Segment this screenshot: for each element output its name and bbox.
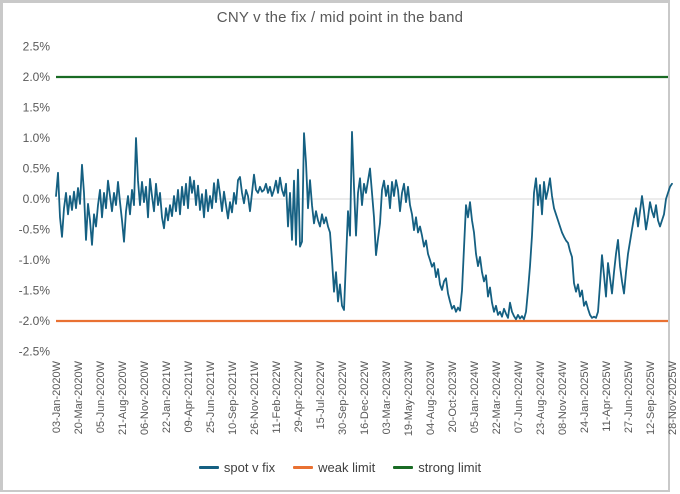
svg-text:11-Apr-2025W: 11-Apr-2025W: [601, 360, 613, 431]
svg-text:03-Jan-2020W: 03-Jan-2020W: [51, 360, 63, 433]
svg-text:-1.5%: -1.5%: [19, 284, 51, 298]
svg-text:19-May-2023W: 19-May-2023W: [403, 360, 415, 436]
svg-text:23-Aug-2024W: 23-Aug-2024W: [535, 360, 547, 435]
svg-text:05-Jan-2024W: 05-Jan-2024W: [469, 360, 481, 433]
legend-label: spot v fix: [223, 460, 276, 475]
svg-text:22-Jan-2021W: 22-Jan-2021W: [161, 360, 173, 433]
svg-text:20-Mar-2020W: 20-Mar-2020W: [73, 360, 85, 434]
svg-text:03-Mar-2023W: 03-Mar-2023W: [381, 360, 393, 434]
svg-text:-0.5%: -0.5%: [19, 223, 51, 237]
legend-label: strong limit: [418, 460, 482, 475]
svg-text:26-Nov-2021W: 26-Nov-2021W: [249, 360, 261, 435]
line-swatch-icon: [293, 466, 314, 469]
svg-text:27-Jun-2025W: 27-Jun-2025W: [623, 360, 635, 433]
line-swatch-icon: [198, 466, 219, 469]
svg-text:21-Aug-2020W: 21-Aug-2020W: [117, 360, 129, 435]
svg-text:-2.5%: -2.5%: [19, 345, 51, 359]
svg-text:1.5%: 1.5%: [23, 101, 51, 115]
legend-item-spot-v-fix: spot v fix: [198, 460, 276, 475]
svg-text:05-Jun-2020W: 05-Jun-2020W: [95, 360, 107, 433]
svg-text:07-Jun-2024W: 07-Jun-2024W: [513, 360, 525, 433]
chart-legend: spot v fix weak limit strong limit: [0, 460, 680, 475]
svg-text:15-Jul-2022W: 15-Jul-2022W: [315, 360, 327, 429]
svg-text:16-Dec-2022W: 16-Dec-2022W: [359, 360, 371, 435]
svg-text:12-Sep-2025W: 12-Sep-2025W: [645, 360, 657, 435]
svg-text:04-Aug-2023W: 04-Aug-2023W: [425, 360, 437, 435]
chart-title: CNY v the fix / mid point in the band: [216, 9, 464, 26]
svg-text:08-Nov-2024W: 08-Nov-2024W: [557, 360, 569, 435]
svg-text:-1.0%: -1.0%: [19, 253, 51, 267]
svg-text:20-Oct-2023W: 20-Oct-2023W: [447, 360, 459, 432]
svg-text:1.0%: 1.0%: [23, 131, 51, 145]
legend-item-strong-limit: strong limit: [393, 460, 481, 475]
svg-text:-2.0%: -2.0%: [19, 314, 51, 328]
svg-text:28-Nov-2025W: 28-Nov-2025W: [667, 360, 679, 435]
svg-text:10-Sep-2021W: 10-Sep-2021W: [227, 360, 239, 435]
svg-text:2.5%: 2.5%: [23, 40, 51, 54]
svg-text:22-Mar-2024W: 22-Mar-2024W: [491, 360, 503, 434]
svg-text:29-Apr-2022W: 29-Apr-2022W: [293, 360, 305, 432]
svg-text:0.5%: 0.5%: [23, 162, 51, 176]
svg-text:09-Apr-2021W: 09-Apr-2021W: [183, 360, 195, 432]
svg-text:0.0%: 0.0%: [23, 192, 51, 206]
svg-text:06-Nov-2020W: 06-Nov-2020W: [139, 360, 151, 435]
svg-text:11-Feb-2022W: 11-Feb-2022W: [271, 360, 283, 433]
svg-text:25-Jun-2021W: 25-Jun-2021W: [205, 360, 217, 433]
legend-item-weak-limit: weak limit: [293, 460, 375, 475]
svg-text:30-Sep-2022W: 30-Sep-2022W: [337, 360, 349, 435]
legend-label: weak limit: [318, 460, 376, 475]
line-swatch-icon: [393, 466, 414, 469]
svg-text:2.0%: 2.0%: [23, 70, 51, 84]
svg-text:24-Jan-2025W: 24-Jan-2025W: [579, 360, 591, 433]
